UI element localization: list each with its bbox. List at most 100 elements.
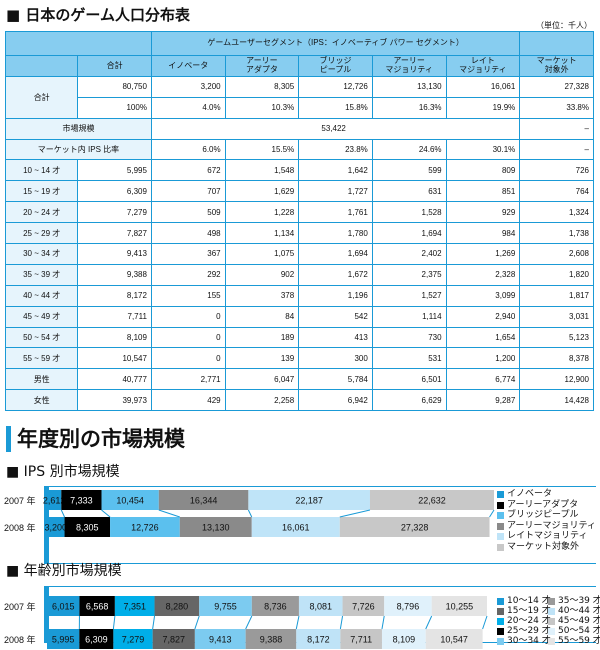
bar-segment <box>251 596 299 616</box>
cell-value: 1,075 <box>224 243 300 265</box>
segment-header: ゲームユーザーセグメント（IPS：イノベーティブ パワー セグメント） <box>150 31 521 56</box>
row-label: 55 ~ 59 才 <box>4 347 79 370</box>
connector-line <box>339 615 344 630</box>
legend-swatch <box>548 618 555 625</box>
legend-swatch <box>497 491 504 498</box>
connector-line <box>152 615 156 630</box>
legend-swatch <box>548 628 555 635</box>
legend-label: 15～19 才 <box>507 606 551 616</box>
cell-value: 1,654 <box>445 326 521 349</box>
cell-value: 9,287 <box>445 389 521 412</box>
cell-value: 1,114 <box>371 305 447 328</box>
bar-label: 5,995 <box>52 635 75 645</box>
legend-label: 35～39 才 <box>558 596 600 606</box>
ips-chart-frame <box>44 486 596 564</box>
bar-segment <box>47 517 65 537</box>
bar-label: 6,568 <box>86 602 109 612</box>
legend-label: ブリッジピープル <box>507 510 579 520</box>
cell-value: 2,940 <box>445 305 521 328</box>
cell-value: 2,258 <box>224 389 300 412</box>
bar-label: 8,109 <box>393 635 416 645</box>
bar-segment <box>152 629 195 649</box>
bar-label: 8,796 <box>397 602 420 612</box>
cell-value: 1,820 <box>519 263 594 286</box>
total-label: 合計 <box>4 75 79 119</box>
legend-label: 50～54 才 <box>558 626 600 636</box>
connector-line <box>112 615 116 630</box>
legend-item: 20～24 才 <box>497 617 551 626</box>
legend-item: イノベータ <box>497 490 552 499</box>
total-percent: 100% <box>77 96 152 119</box>
cell-value: 292 <box>150 263 226 286</box>
header-row-1: ゲームユーザーセグメント（IPS：イノベーティブ パワー セグメント） <box>5 31 594 56</box>
column-header: マーケット 対象外 <box>519 55 594 77</box>
total-percent: 10.3% <box>224 96 300 119</box>
bar-label: 9,413 <box>209 635 232 645</box>
bar-label: 16,344 <box>190 496 218 506</box>
legend-item: 10～14 才 <box>497 597 551 606</box>
legend-label: 55～59 才 <box>558 636 600 646</box>
bar-label: 10,547 <box>440 635 468 645</box>
cell-value: 1,196 <box>298 284 373 307</box>
bar-segment <box>384 596 432 616</box>
legend-item: マーケット対象外 <box>497 542 579 552</box>
cell-value: 1,672 <box>298 263 373 286</box>
table-row: 35 ~ 39 才 9,388 292 902 1,672 2,375 2,328 1,820 <box>4 263 594 286</box>
bar-label: 12,726 <box>131 523 159 533</box>
bar-segment <box>47 629 80 649</box>
bar-segment <box>251 517 340 537</box>
ips-ratio-label: マーケット内 IPS 比率 <box>5 138 152 161</box>
column-header: ブリッジ ピープル <box>298 55 373 77</box>
cell-value: 0 <box>150 347 226 370</box>
bar-label: 10,454 <box>116 496 144 506</box>
bar-segment <box>298 596 343 616</box>
legend-swatch <box>497 522 504 530</box>
bar-label: 13,130 <box>202 523 230 533</box>
bar-segment <box>64 517 111 537</box>
legend-item: 40～44 才 <box>548 607 600 616</box>
legend-label: アーリーアダプタ <box>507 499 579 510</box>
legend-item: 25～29 才 <box>497 627 551 636</box>
legend-swatch <box>497 628 504 635</box>
bar-label: 7,711 <box>350 635 372 645</box>
bar-label: 8,081 <box>309 602 332 612</box>
bar-segment <box>113 629 153 649</box>
cell-value: 6,047 <box>224 368 300 391</box>
legend-item: 35～39 才 <box>548 597 600 606</box>
header-blank <box>5 31 152 56</box>
table-row: 25 ~ 29 才 7,827 498 1,134 1,780 1,694 984 1,738 <box>4 222 594 245</box>
total-percent: 4.0% <box>150 96 226 119</box>
legend-label: イノベータ <box>507 489 553 499</box>
total-value: 8,305 <box>224 75 300 98</box>
cell-value: 1,269 <box>445 243 521 265</box>
bar-label: 7,333 <box>70 496 93 506</box>
bar-segment <box>339 517 490 537</box>
bar-label: 22,187 <box>295 496 323 506</box>
cell-value: 10,547 <box>77 347 152 370</box>
bar-segment <box>154 596 200 616</box>
table-row: 女性 39,973 429 2,258 6,942 6,629 9,287 14,428 <box>4 389 594 412</box>
connector-line <box>425 615 433 630</box>
cell-value: 8,378 <box>519 347 594 370</box>
connector-line <box>194 615 200 630</box>
legend-label: アーリーマジョリティ <box>507 520 596 531</box>
table-row: 40 ~ 44 才 8,172 155 378 1,196 1,527 3,099 1,817 <box>4 284 594 307</box>
unit-label: （単位：千人） <box>536 21 592 30</box>
cell-value: 6,774 <box>445 368 521 391</box>
legend-label: 30～34 才 <box>507 636 551 646</box>
connector-line <box>482 615 488 630</box>
bar-segment <box>101 490 159 510</box>
bar-segment <box>296 629 341 649</box>
bar-label: 8,280 <box>166 602 189 612</box>
bar-segment <box>342 596 385 616</box>
total-value: 16,061 <box>445 75 521 98</box>
connector-line <box>381 615 385 630</box>
table-row: 30 ~ 34 才 9,413 367 1,075 1,694 2,402 1,269 2,6… <box>4 243 594 265</box>
cell-value: 730 <box>371 326 447 349</box>
ips-chart-title: ■ IPS 別市場規模 <box>6 464 120 480</box>
legend-item: アーリーアダプタ <box>497 499 579 510</box>
cell-value: 8,172 <box>77 284 152 307</box>
bar-segment <box>248 490 370 510</box>
legend-swatch <box>497 533 504 540</box>
cell-value: 1,527 <box>371 284 447 307</box>
